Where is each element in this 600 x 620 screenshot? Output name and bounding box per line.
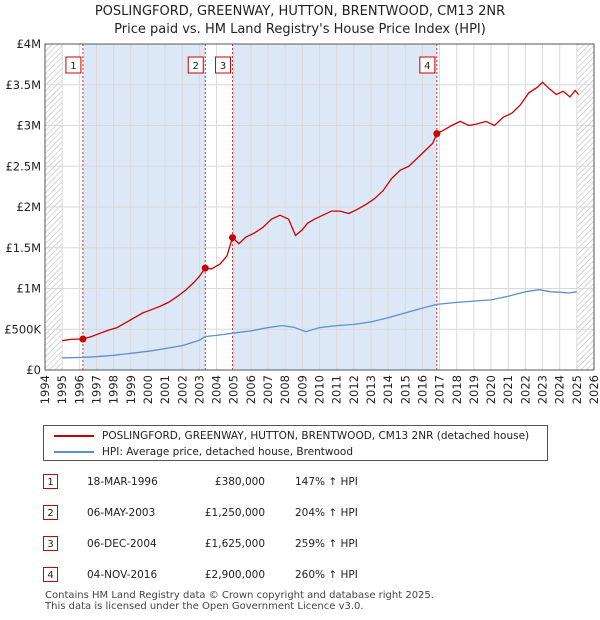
property-series-line bbox=[62, 81, 580, 342]
sale-price: £1,250,000 bbox=[204, 507, 265, 519]
sale-price: £380,000 bbox=[214, 476, 265, 488]
sale-hpi-change: 259% ↑ HPI bbox=[295, 538, 358, 550]
sale-price: £2,900,000 bbox=[204, 569, 265, 581]
x-tick-label: 2019 bbox=[467, 375, 481, 404]
x-tick-label: 1999 bbox=[124, 375, 138, 404]
sale-label-box bbox=[419, 56, 436, 74]
y-tick-label: £3M bbox=[16, 119, 41, 133]
sale-date: 04-NOV-2016 bbox=[87, 569, 158, 581]
y-tick-label: £1M bbox=[16, 282, 41, 296]
sale-label-box bbox=[187, 56, 204, 74]
sale-number-badge: 1 bbox=[43, 474, 58, 489]
sale-point bbox=[229, 234, 237, 242]
legend-label-property: POSLINGFORD, GREENWAY, HUTTON, BRENTWOOD… bbox=[102, 430, 530, 442]
title-line-1: POSLINGFORD, GREENWAY, HUTTON, BRENTWOOD… bbox=[94, 4, 506, 19]
x-tick-label: 2022 bbox=[518, 375, 532, 404]
sale-hpi-change: 204% ↑ HPI bbox=[295, 507, 358, 519]
sale-date: 06-MAY-2003 bbox=[87, 507, 156, 519]
hpi-series-line bbox=[62, 289, 577, 359]
sale-label-text: 3 bbox=[220, 61, 226, 72]
legend-swatch-property bbox=[54, 435, 94, 437]
sale-number-badge: 4 bbox=[43, 567, 58, 582]
legend: POSLINGFORD, GREENWAY, HUTTON, BRENTWOOD… bbox=[43, 425, 548, 461]
x-tick-label: 2004 bbox=[210, 375, 224, 404]
y-tick-label: £3.5M bbox=[5, 78, 41, 92]
y-tick-label: £4M bbox=[16, 37, 41, 51]
sale-point bbox=[79, 335, 87, 343]
x-tick-label: 2026 bbox=[587, 375, 600, 404]
x-tick-label: 2024 bbox=[553, 375, 567, 404]
x-tick-label: 1998 bbox=[107, 375, 121, 404]
x-tick-label: 2007 bbox=[261, 375, 275, 404]
y-tick-label: £500K bbox=[4, 322, 41, 336]
x-tick-label: 2000 bbox=[141, 375, 155, 404]
plot-frame bbox=[44, 43, 595, 371]
y-tick-label: £0 bbox=[26, 363, 41, 377]
footer: Contains HM Land Registry data © Crown c… bbox=[45, 590, 434, 612]
x-tick-label: 2021 bbox=[501, 375, 515, 404]
sale-label-text: 1 bbox=[70, 61, 76, 72]
sale-date: 18-MAR-1996 bbox=[87, 476, 158, 488]
sale-number-badge: 2 bbox=[43, 505, 58, 520]
x-tick-label: 2016 bbox=[415, 375, 429, 404]
x-tick-label: 2014 bbox=[381, 375, 395, 404]
x-tick-label: 2002 bbox=[175, 375, 189, 404]
x-tick-label: 2018 bbox=[450, 375, 464, 404]
legend-swatch-hpi bbox=[54, 451, 94, 453]
x-tick-label: 2011 bbox=[330, 375, 344, 404]
x-tick-label: 2015 bbox=[398, 375, 412, 404]
x-tick-label: 2013 bbox=[364, 375, 378, 404]
x-tick-label: 2020 bbox=[484, 375, 498, 404]
y-tick-label: £2.5M bbox=[5, 159, 41, 173]
sale-label-text: 2 bbox=[193, 61, 199, 72]
x-tick-label: 2008 bbox=[278, 375, 292, 404]
footer-copyright: Contains HM Land Registry data © Crown c… bbox=[45, 590, 434, 601]
x-tick-label: 1996 bbox=[72, 375, 86, 404]
x-tick-label: 2012 bbox=[347, 375, 361, 404]
legend-label-hpi: HPI: Average price, detached house, Bren… bbox=[102, 446, 353, 458]
sale-row: 2 06-MAY-2003 £1,250,000 204% ↑ HPI bbox=[43, 503, 563, 523]
chart-title: POSLINGFORD, GREENWAY, HUTTON, BRENTWOOD… bbox=[0, 3, 600, 39]
sale-label-box bbox=[215, 56, 232, 74]
y-tick-label: £1.5M bbox=[5, 241, 41, 255]
x-tick-label: 2006 bbox=[244, 375, 258, 404]
sale-point bbox=[201, 264, 209, 272]
x-tick-label: 2025 bbox=[570, 375, 584, 404]
sale-row: 4 04-NOV-2016 £2,900,000 260% ↑ HPI bbox=[43, 565, 563, 585]
x-tick-label: 1995 bbox=[55, 375, 69, 404]
x-tick-label: 2009 bbox=[295, 375, 309, 404]
title-line-2: Price paid vs. HM Land Registry's House … bbox=[114, 22, 486, 37]
sale-label-box bbox=[65, 56, 82, 74]
sale-hpi-change: 147% ↑ HPI bbox=[295, 476, 358, 488]
x-tick-label: 1997 bbox=[89, 375, 103, 404]
x-tick-label: 2023 bbox=[536, 375, 550, 404]
x-tick-label: 2001 bbox=[158, 375, 172, 404]
sale-date: 06-DEC-2004 bbox=[87, 538, 157, 550]
x-tick-label: 2017 bbox=[433, 375, 447, 404]
sale-price: £1,625,000 bbox=[204, 538, 265, 550]
x-tick-label: 2003 bbox=[192, 375, 206, 404]
x-tick-label: 2010 bbox=[313, 375, 327, 404]
x-tick-label: 1994 bbox=[38, 375, 52, 404]
sale-row: 1 18-MAR-1996 £380,000 147% ↑ HPI bbox=[43, 472, 563, 492]
price-chart: 1 2 3 4 £0 £500K £1M £1.5M £2M £2.5M £3M £3.5M £4M 1… bbox=[4, 37, 600, 404]
x-tick-label: 2005 bbox=[227, 375, 241, 404]
sale-number-badge: 3 bbox=[43, 536, 58, 551]
footer-license: This data is licensed under the Open Gov… bbox=[45, 601, 364, 612]
sale-row: 3 06-DEC-2004 £1,625,000 259% ↑ HPI bbox=[43, 534, 563, 554]
sale-label-text: 4 bbox=[424, 61, 430, 72]
sale-hpi-change: 260% ↑ HPI bbox=[295, 569, 358, 581]
y-tick-label: £2M bbox=[16, 200, 41, 214]
sale-point bbox=[433, 130, 441, 138]
